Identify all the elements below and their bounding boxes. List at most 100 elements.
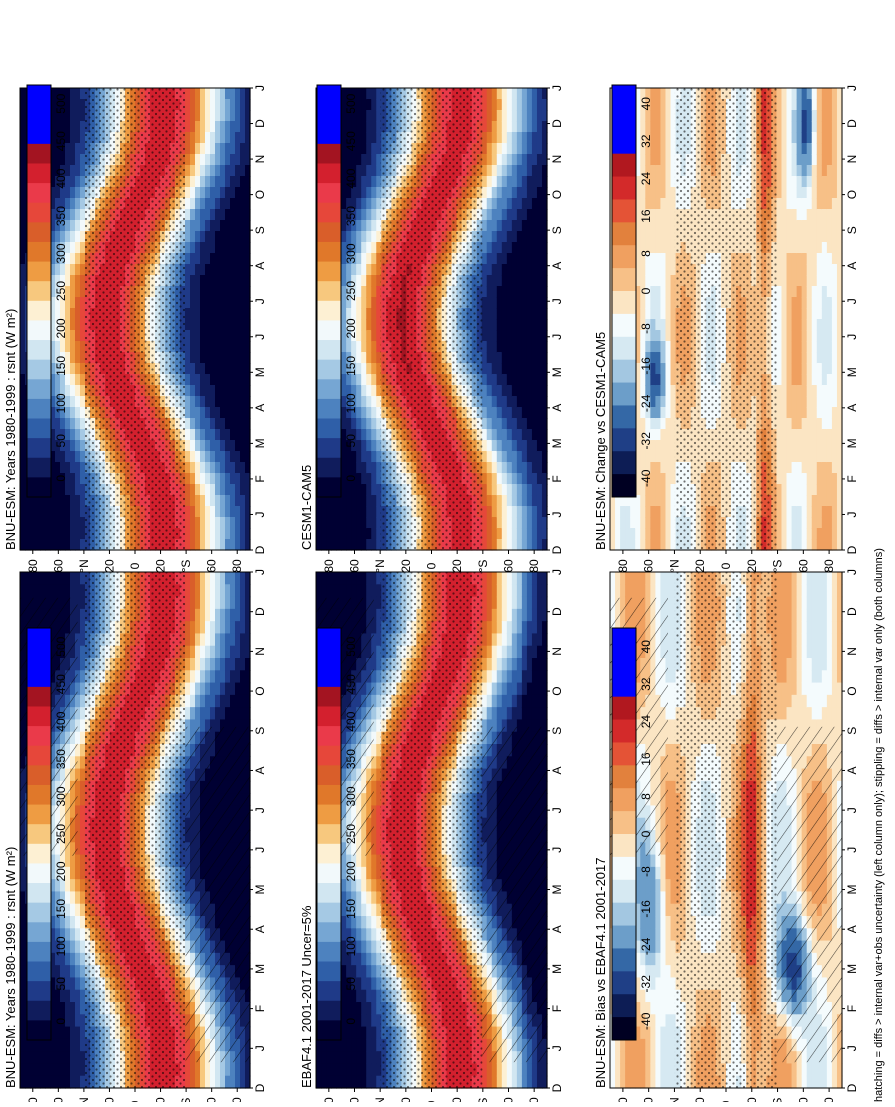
heatmap-cell: [55, 154, 61, 166]
heatmap-cell: [215, 695, 221, 708]
heatmap-cell: [230, 407, 236, 419]
heatmap-cell: [30, 1051, 36, 1064]
month-tick-label: M: [253, 438, 267, 448]
heatmap-cell: [346, 572, 352, 585]
heatmap-cell: [205, 154, 211, 166]
colorbar-swatch: [27, 942, 51, 962]
heatmap-cell: [200, 286, 206, 298]
heatmap-cell: [185, 308, 191, 320]
heatmap-cell: [205, 110, 211, 122]
heatmap-cell: [235, 231, 241, 243]
heatmap-cell: [215, 165, 221, 177]
heatmap-cell: [371, 941, 377, 954]
heatmap-cell: [225, 506, 231, 518]
heatmap-cell: [225, 429, 231, 441]
heatmap-cell: [190, 707, 196, 720]
heatmap-cell: [240, 341, 246, 353]
heatmap-cell: [235, 418, 241, 430]
heatmap-cell: [235, 143, 241, 155]
heatmap-cell: [225, 646, 231, 659]
heatmap-cell: [210, 99, 216, 111]
heatmap-cell: [240, 451, 246, 463]
heatmap-cell: [50, 1051, 56, 1064]
heatmap-cell: [185, 429, 191, 441]
heatmap-cell: [75, 330, 81, 342]
heatmap-cell: [40, 584, 46, 597]
month-tick-label: F: [253, 475, 267, 482]
colorbar-swatch: [27, 824, 51, 844]
heatmap-cell: [20, 253, 26, 265]
heatmap-cell: [195, 374, 201, 386]
heatmap-cell: [200, 396, 206, 408]
heatmap-cell: [20, 407, 26, 419]
heatmap-cell: [20, 506, 26, 518]
heatmap-cell: [55, 990, 61, 1003]
heatmap-cell: [240, 319, 246, 331]
heatmap-cell: [200, 517, 206, 529]
heatmap-cell: [70, 506, 76, 518]
heatmap-cell: [205, 99, 211, 111]
heatmap-cell: [20, 1039, 26, 1052]
heatmap-cell: [230, 506, 236, 518]
heatmap-cell: [230, 646, 236, 659]
heatmap-cell: [205, 670, 211, 683]
heatmap-cell: [185, 176, 191, 188]
heatmap-cell: [225, 154, 231, 166]
heatmap-cell: [371, 953, 377, 966]
heatmap-cell: [25, 1051, 31, 1064]
heatmap-cell: [185, 609, 191, 622]
colorbar-tick-label: 150: [54, 356, 68, 376]
heatmap-cell: [225, 286, 231, 298]
heatmap-cell: [240, 528, 246, 540]
heatmap-cell: [190, 646, 196, 659]
colorbar-swatch: [27, 124, 51, 144]
heatmap-cell: [225, 385, 231, 397]
heatmap-cell: [205, 275, 211, 287]
heatmap-cell: [361, 928, 367, 941]
heatmap-cell: [215, 121, 221, 133]
heatmap-cell: [200, 1063, 206, 1076]
heatmap-cell: [60, 1039, 66, 1052]
heatmap-cell: [55, 341, 61, 353]
heatmap-cell: [210, 1076, 216, 1089]
heatmap-cell: [20, 176, 26, 188]
heatmap-cell: [371, 855, 377, 868]
heatmap-cell: [205, 132, 211, 144]
heatmap-cell: [75, 165, 81, 177]
heatmap-cell: [195, 88, 201, 100]
heatmap-cell: [40, 506, 46, 518]
heatmap-cell: [20, 1014, 26, 1027]
heatmap-cell: [20, 187, 26, 199]
heatmap-cell: [225, 597, 231, 610]
heatmap-cell: [361, 904, 367, 917]
heatmap-cell: [20, 385, 26, 397]
heatmap-cell: [215, 646, 221, 659]
heatmap-cell: [70, 916, 76, 929]
heatmap-cell: [185, 495, 191, 507]
heatmap-cell: [210, 209, 216, 221]
heatmap-cell: [210, 352, 216, 364]
heatmap-cell: [225, 341, 231, 353]
heatmap-cell: [45, 1076, 51, 1089]
heatmap-cell: [70, 495, 76, 507]
heatmap-cell: [190, 176, 196, 188]
month-tick-label: N: [253, 155, 267, 164]
heatmap-cell: [20, 977, 26, 990]
heatmap-cell: [210, 187, 216, 199]
colorbar-swatch: [27, 301, 51, 321]
colorbar-swatch: [27, 844, 51, 864]
heatmap-cell: [240, 132, 246, 144]
heatmap-cell: [205, 572, 211, 585]
heatmap-cell: [70, 231, 76, 243]
heatmap-cell: [235, 165, 241, 177]
heatmap-cell: [321, 1039, 327, 1052]
heatmap-cell: [205, 220, 211, 232]
heatmap-cell: [20, 904, 26, 917]
heatmap-cell: [75, 429, 81, 441]
heatmap-cell: [240, 110, 246, 122]
colorbar-tick-label: 50: [54, 434, 68, 448]
heatmap-cell: [225, 517, 231, 529]
heatmap-cell: [326, 1076, 332, 1089]
colorbar-swatch: [27, 706, 51, 726]
heatmap-cell: [336, 1051, 342, 1064]
